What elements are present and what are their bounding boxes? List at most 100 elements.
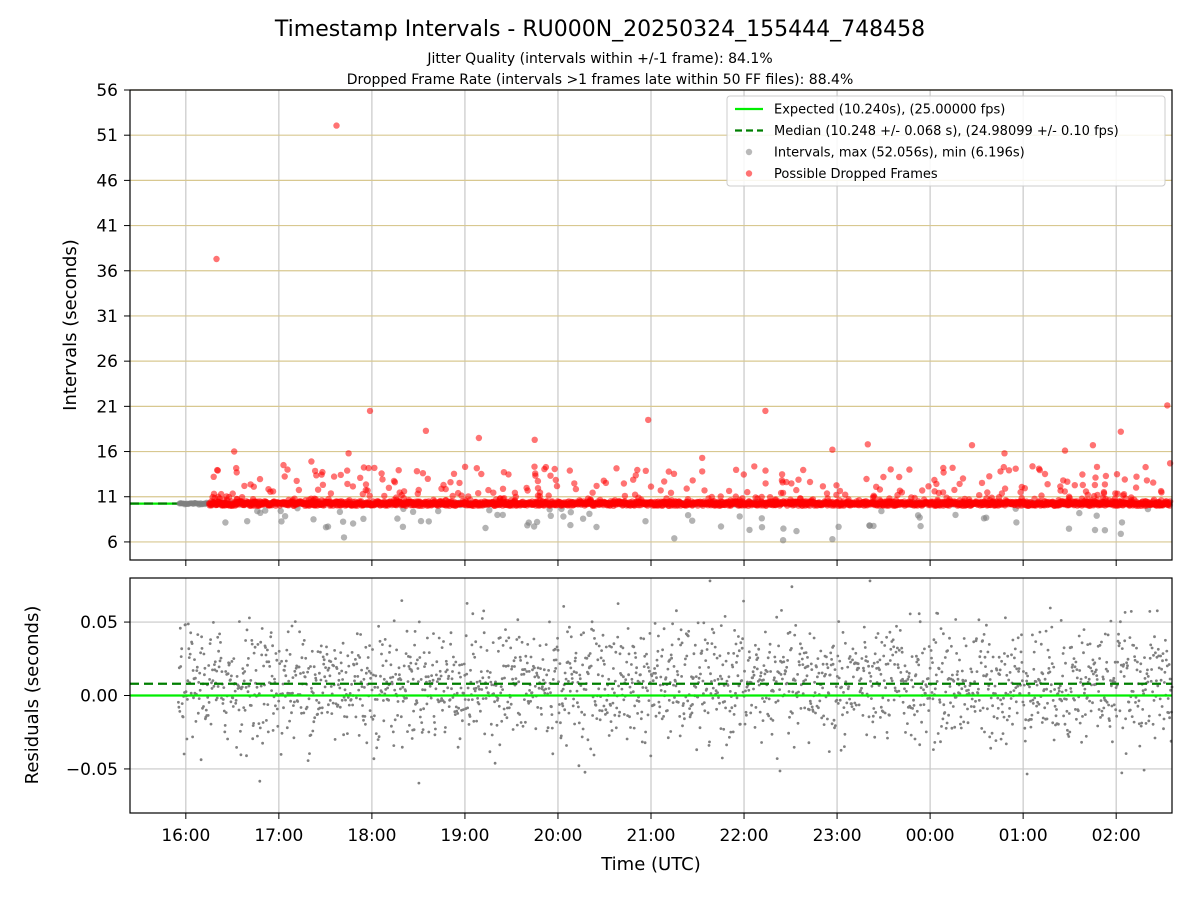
residual-point [216,685,220,688]
residual-point [611,687,614,691]
residual-point [435,680,439,683]
residual-point [391,675,395,679]
residual-point [234,701,238,705]
residual-point [411,677,415,681]
dropped-frame-point [449,492,456,500]
dropped-frame-point [551,465,558,473]
chart-subtitle-jitter: Jitter Quality (intervals within +/-1 fr… [426,51,772,67]
residual-point [431,678,435,682]
residual-point [241,667,245,670]
dropped-frame-point [1035,465,1043,472]
residual-point [184,690,188,694]
residual-point [383,638,387,641]
dropped-frame-point [863,475,870,483]
dropped-frame-point [1002,497,1009,504]
dropped-frame-point [571,480,578,487]
dropped-frame-point [1121,476,1129,483]
dropped-frame-point [1093,497,1101,504]
dropped-frame-point [833,491,840,499]
residual-point [224,670,228,673]
residual-point [392,744,396,747]
residual-point [421,728,425,731]
residual-point [260,653,264,657]
residual-point [380,690,384,694]
residual-point [566,630,569,634]
residual-point [561,704,565,708]
dropped-frame-point [344,467,351,474]
residual-point [340,669,344,673]
residual-point [340,698,344,702]
residual-point [523,668,527,671]
residual-point [350,651,354,654]
residual-point [613,679,617,683]
residual-point [580,735,584,739]
residual-point [578,673,582,677]
residual-point [416,667,420,670]
residual-point [222,686,226,689]
residual-point [409,661,413,665]
residual-point [283,669,286,672]
residual-point [459,686,463,690]
dropped-frame-point [1061,447,1069,454]
interval-point [435,507,442,515]
residual-point [349,698,353,701]
dropped-frame-point [346,497,353,504]
residual-point [465,672,469,676]
residual-point [505,716,509,720]
residual-point [382,699,385,702]
residual-point [450,687,453,691]
residual-point [323,685,327,689]
interval-point [310,516,317,523]
residual-point [191,669,195,672]
residual-point [368,709,372,712]
residual-point [177,700,180,704]
residual-point [365,741,369,745]
residual-point [430,674,433,677]
residual-point [438,677,442,681]
residual-point [469,668,472,672]
residual-point [446,686,450,690]
interval-point [829,536,836,543]
residual-point [378,639,382,643]
interval-point [671,535,678,542]
residual-point [503,713,507,716]
residual-point [578,677,582,681]
residual-point [396,700,400,703]
dropped-frame-point [576,497,583,504]
residual-point [457,671,461,675]
residual-point [559,721,562,725]
residual-point [252,722,256,725]
residual-point [452,663,456,667]
residual-point [528,689,531,692]
residual-point [189,691,193,695]
residual-point [250,642,254,646]
dropped-frame-point [1082,497,1089,504]
residual-point [565,744,568,747]
residual-point [362,677,366,681]
residual-point [554,667,558,670]
residual-point [595,642,598,646]
top-y-tick-label: 56 [96,81,118,101]
interval-point [1093,512,1100,519]
residual-point [474,686,478,690]
residual-point [451,670,454,673]
residual-point [365,666,369,670]
residual-point [425,702,429,706]
residual-point [454,660,458,664]
dropped-frame-point [988,494,995,501]
residual-point [475,680,479,684]
residual-point [556,648,560,652]
residual-point [276,724,280,728]
dropped-frame-point [306,496,313,503]
residual-point [435,660,439,664]
residual-point [273,677,276,681]
residual-point [195,665,199,669]
residual-point [547,687,551,690]
residual-point [327,703,330,707]
dropped-frame-point [311,495,318,502]
dropped-frame-point [620,480,628,487]
interval-point [878,507,885,515]
residual-point [542,678,545,682]
dropped-frame-point [233,495,240,503]
dropped-frame-point [385,484,393,491]
